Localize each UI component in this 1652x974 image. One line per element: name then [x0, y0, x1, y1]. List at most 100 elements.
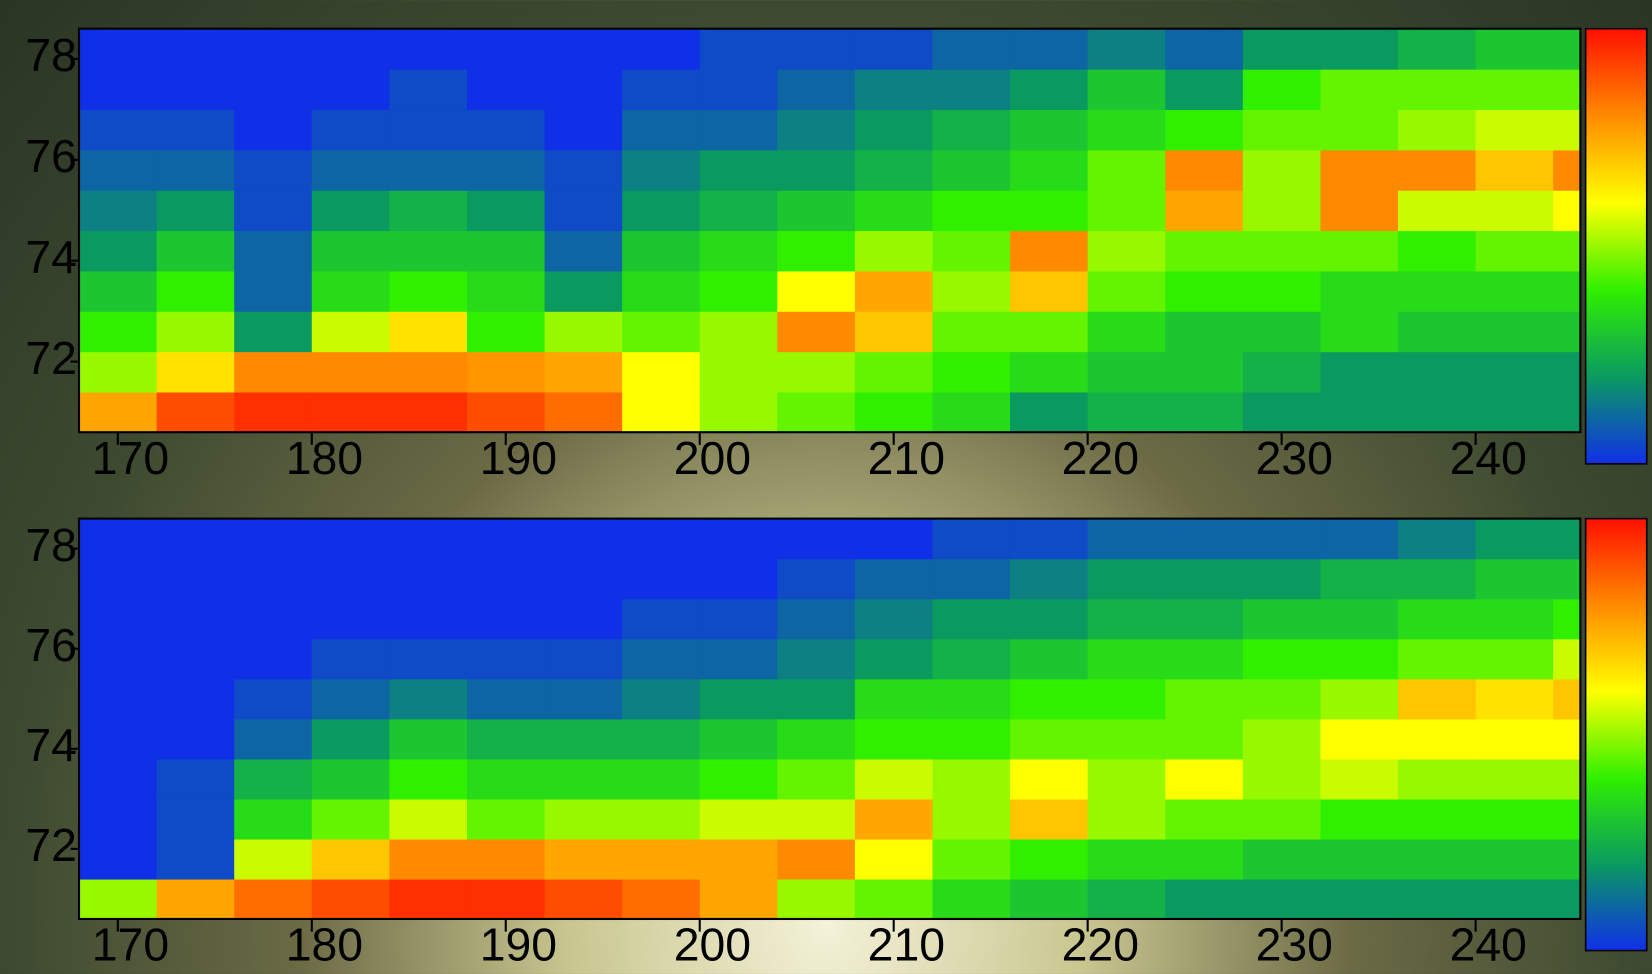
x-tick-label: 240 — [1450, 432, 1527, 484]
heatmap-cell — [1553, 28, 1581, 70]
heatmap-cell — [1010, 28, 1089, 70]
heatmap-cell — [1320, 638, 1399, 680]
heatmap-cell — [79, 28, 158, 70]
x-tick-label: 230 — [1256, 432, 1333, 484]
heatmap-cell — [389, 149, 468, 191]
heatmap-cell — [854, 558, 934, 600]
heatmap-cell — [1242, 598, 1322, 640]
heatmap-cell — [1165, 878, 1244, 919]
heatmap-cell — [1242, 149, 1322, 191]
heatmap-cell — [234, 598, 313, 640]
heatmap-cell — [1087, 391, 1166, 433]
heatmap-cell — [544, 69, 623, 111]
heatmap-cell — [1475, 149, 1554, 191]
heatmap-cell — [1165, 351, 1244, 393]
heatmap-cell — [1320, 230, 1399, 272]
heatmap-cell — [777, 311, 856, 353]
heatmap-cell — [1087, 598, 1166, 640]
heatmap-cell — [777, 558, 856, 600]
heatmap-cell — [389, 230, 468, 272]
heatmap-cell — [1165, 149, 1244, 191]
heatmap-cell — [79, 718, 158, 760]
heatmap-cell — [932, 149, 1011, 191]
heatmap-cell — [234, 678, 313, 720]
heatmap-cell — [1475, 391, 1554, 433]
heatmap-cell — [622, 311, 701, 353]
heatmap-cell — [156, 718, 235, 760]
y-tick-label: 78 — [25, 519, 77, 571]
heatmap-cell — [79, 598, 158, 640]
heatmap-cell — [1010, 878, 1089, 919]
heatmap-cell — [311, 230, 391, 272]
heatmap-cell — [1320, 351, 1399, 393]
heatmap-cell — [544, 758, 623, 800]
heatmap-cell — [1010, 718, 1089, 760]
heatmap-cell — [854, 149, 934, 191]
heatmap-cell — [1010, 518, 1089, 560]
heatmap-cell — [1242, 838, 1322, 880]
heatmap-cell — [389, 598, 468, 640]
heatmap-cell — [1398, 798, 1477, 840]
heatmap-cell — [466, 758, 546, 800]
heatmap-cell — [156, 230, 235, 272]
heatmap-cell — [1087, 311, 1166, 353]
heatmap-cell — [932, 678, 1011, 720]
heatmap-cell — [1087, 838, 1166, 880]
heatmap-cell — [466, 838, 546, 880]
heatmap-cell — [777, 838, 856, 880]
heatmap-cell — [854, 518, 934, 560]
heatmap-cell — [1242, 270, 1322, 312]
heatmap-cell — [1087, 270, 1166, 312]
heatmap-cell — [234, 878, 313, 919]
colorbar — [1584, 27, 1648, 465]
heatmap-cell — [389, 351, 468, 393]
heatmap-cell — [699, 351, 778, 393]
heatmap-cell — [544, 598, 623, 640]
heatmap-cell — [1087, 230, 1166, 272]
heatmap-cell — [234, 518, 313, 560]
heatmap-cell — [311, 518, 391, 560]
heatmap-cell — [79, 311, 158, 353]
heatmap-cell — [389, 758, 468, 800]
heatmap-cell — [79, 638, 158, 680]
heatmap-cell — [544, 311, 623, 353]
heatmap-cell — [311, 838, 391, 880]
heatmap-cell — [777, 391, 856, 433]
heatmap-cell — [854, 270, 934, 312]
heatmap-cell — [622, 351, 701, 393]
heatmap-cell — [1242, 190, 1322, 232]
heatmap-cell — [466, 718, 546, 760]
heatmap-cell — [389, 270, 468, 312]
x-tick-label: 200 — [674, 919, 751, 971]
heatmap-cell — [234, 28, 313, 70]
heatmap-cell — [156, 598, 235, 640]
heatmap-cell — [1242, 351, 1322, 393]
heatmap-cell — [1553, 311, 1581, 353]
heatmap-cell — [932, 190, 1011, 232]
heatmap-cell — [1475, 798, 1554, 840]
heatmap-cell — [1398, 391, 1477, 433]
heatmap-cell — [1475, 678, 1554, 720]
heatmap-cell — [156, 149, 235, 191]
heatmap-cell — [1475, 69, 1554, 111]
heatmap-cell — [777, 678, 856, 720]
heatmap-cell — [1553, 638, 1581, 680]
heatmap-cell — [544, 718, 623, 760]
heatmap-cell — [622, 391, 701, 433]
heatmap-cell — [1320, 558, 1399, 600]
heatmap-cell — [234, 558, 313, 600]
heatmap-cell — [1242, 758, 1322, 800]
heatmap-cell — [1475, 598, 1554, 640]
heatmap-cell — [1553, 878, 1581, 919]
heatmap-cell — [1320, 718, 1399, 760]
heatmap-cell — [311, 109, 391, 151]
heatmap-cell — [1242, 638, 1322, 680]
heatmap-cell — [1398, 678, 1477, 720]
x-tick-label: 220 — [1062, 919, 1139, 971]
heatmap-cell — [1475, 109, 1554, 151]
heatmap-cell — [311, 718, 391, 760]
heatmap-cell — [699, 798, 778, 840]
heatmap-cell — [234, 838, 313, 880]
heatmap-cell — [1010, 230, 1089, 272]
heatmap-cell — [1165, 69, 1244, 111]
